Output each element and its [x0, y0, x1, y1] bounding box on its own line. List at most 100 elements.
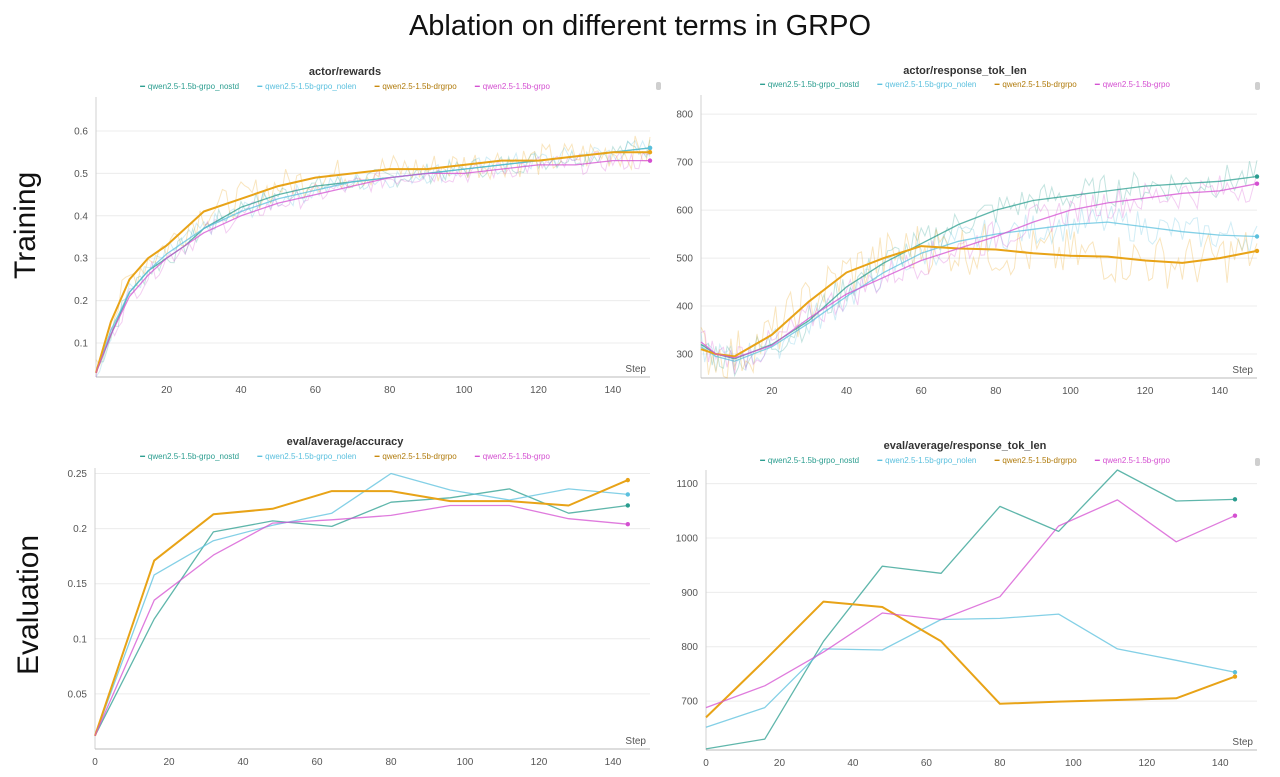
y-tick-label: 0.25 [68, 469, 88, 480]
legend-item: ━ qwen2.5-1.5b-grpo [1094, 456, 1170, 465]
chart-legend: ━ qwen2.5-1.5b-grpo_nostd ━ qwen2.5-1.5b-g… [30, 82, 660, 91]
x-tick-label: 100 [1062, 386, 1079, 397]
x-tick-label: 80 [990, 386, 1002, 397]
series-line [94, 504, 628, 737]
y-tick-label: 900 [681, 588, 698, 599]
y-tick-label: 800 [676, 110, 693, 121]
y-tick-label: 0.3 [74, 254, 88, 265]
x-tick-label: 140 [1211, 386, 1228, 397]
series-end-point [1254, 248, 1260, 254]
x-tick-label: 40 [847, 758, 859, 769]
x-tick-label: 80 [385, 757, 397, 768]
raw-series-line [700, 160, 1258, 378]
y-tick-label: 0.1 [74, 339, 88, 350]
series-line [94, 472, 628, 737]
y-tick-label: 0.15 [68, 579, 88, 590]
series-line [705, 469, 1236, 750]
chart-legend: ━ qwen2.5-1.5b-grpo_nostd ━ qwen2.5-1.5b-g… [665, 456, 1265, 465]
x-axis-label: Step [625, 736, 646, 747]
y-tick-label: 0.2 [74, 296, 88, 307]
series-end-point [625, 503, 630, 508]
legend-item: ━ qwen2.5-1.5b-grpo [474, 82, 550, 91]
legend-item: ━ qwen2.5-1.5b-grpo_nolen [257, 452, 357, 461]
y-tick-label: 0.1 [73, 634, 87, 645]
chart-title: actor/response_tok_len [903, 65, 1027, 77]
legend-item: ━ qwen2.5-1.5b-grpo_nolen [877, 456, 977, 465]
series-line [700, 221, 1258, 362]
series-end-point [1232, 513, 1238, 518]
x-tick-label: 0 [703, 758, 709, 769]
x-tick-label: 20 [161, 385, 173, 396]
x-tick-label: 40 [235, 385, 247, 396]
legend-item: ━ qwen2.5-1.5b-grpo [1094, 80, 1170, 89]
x-tick-label: 40 [841, 386, 853, 397]
y-tick-label: 0.2 [73, 524, 87, 535]
x-tick-label: 40 [237, 757, 249, 768]
series-line [705, 613, 1236, 728]
series-end-point [625, 522, 630, 527]
series-line [705, 600, 1236, 719]
series-end-point [625, 492, 630, 497]
chart-title: actor/rewards [308, 66, 382, 78]
series-line [705, 499, 1236, 709]
chart-title: eval/average/accuracy [286, 436, 404, 448]
chart-panel-eval-accuracy: eval/average/accuracy ━ qwen2.5-1.5b-grpo… [30, 432, 660, 777]
legend-item: ━ qwen2.5-1.5b-grpo_nostd [140, 452, 240, 461]
series-end-point [1254, 234, 1260, 239]
x-tick-label: 120 [530, 385, 547, 396]
x-tick-label: 120 [531, 757, 548, 768]
x-axis-label: Step [1232, 737, 1253, 748]
series-end-point [647, 149, 653, 155]
x-axis-label: Step [1232, 365, 1253, 376]
legend-menu-icon[interactable] [1255, 82, 1260, 90]
chart-legend: ━ qwen2.5-1.5b-grpo_nostd ━ qwen2.5-1.5b-g… [665, 80, 1265, 89]
x-tick-label: 80 [384, 385, 396, 396]
series-end-point [1254, 174, 1260, 179]
legend-item: ━ qwen2.5-1.5b-drgrpo [994, 456, 1077, 465]
series-line [95, 159, 650, 374]
x-tick-label: 60 [916, 386, 928, 397]
legend-item: ━ qwen2.5-1.5b-grpo [474, 452, 550, 461]
series-end-point [1232, 674, 1238, 679]
series-line [700, 183, 1258, 359]
y-tick-label: 0.6 [74, 126, 88, 137]
legend-item: ━ qwen2.5-1.5b-drgrpo [374, 82, 457, 91]
chart-title: eval/average/response_tok_len [883, 440, 1047, 452]
chart-panel-rewards: actor/rewards ━ qwen2.5-1.5b-grpo_nostd ━… [30, 60, 661, 400]
x-tick-label: 140 [605, 757, 622, 768]
y-tick-label: 400 [676, 302, 693, 313]
series-end-point [1254, 181, 1260, 186]
legend-menu-icon[interactable] [1255, 458, 1260, 466]
chart-legend: ━ qwen2.5-1.5b-grpo_nostd ━ qwen2.5-1.5b-g… [30, 452, 660, 461]
x-tick-label: 100 [456, 385, 473, 396]
chart-panel-eval-response-len: eval/average/response_tok_len ━ qwen2.5-1… [665, 436, 1265, 777]
series-end-point [625, 477, 630, 483]
y-tick-label: 0.4 [74, 211, 88, 222]
x-tick-label: 20 [163, 757, 175, 768]
series-line [95, 151, 650, 374]
x-tick-label: 100 [1065, 758, 1082, 769]
y-tick-label: 0.5 [74, 169, 88, 180]
legend-item: ━ qwen2.5-1.5b-drgrpo [994, 80, 1077, 89]
legend-item: ━ qwen2.5-1.5b-grpo_nostd [760, 80, 860, 89]
raw-series-line [95, 139, 651, 374]
x-tick-label: 20 [766, 386, 778, 397]
x-tick-label: 140 [1212, 758, 1229, 769]
y-tick-label: 600 [676, 206, 693, 217]
x-tick-label: 140 [604, 385, 621, 396]
chart-plot: 0.1 0.2 0.3 0.4 0.5 0.6 20 40 60 80 100 120 140 Step [74, 97, 653, 396]
y-tick-label: 1000 [676, 533, 699, 544]
chart-plot: 300 400 500 600 700 800 20 40 60 80 100 120 140 Step [676, 95, 1260, 397]
legend-menu-icon[interactable] [656, 82, 661, 90]
raw-series-line [95, 150, 651, 378]
x-tick-label: 120 [1138, 758, 1155, 769]
x-tick-label: 100 [457, 757, 474, 768]
x-tick-label: 0 [92, 757, 98, 768]
series-line [94, 488, 628, 737]
y-tick-label: 1100 [676, 479, 698, 490]
x-tick-label: 60 [310, 385, 322, 396]
raw-series-line [700, 223, 1258, 379]
y-tick-label: 700 [676, 158, 693, 169]
raw-series-line [700, 173, 1258, 375]
